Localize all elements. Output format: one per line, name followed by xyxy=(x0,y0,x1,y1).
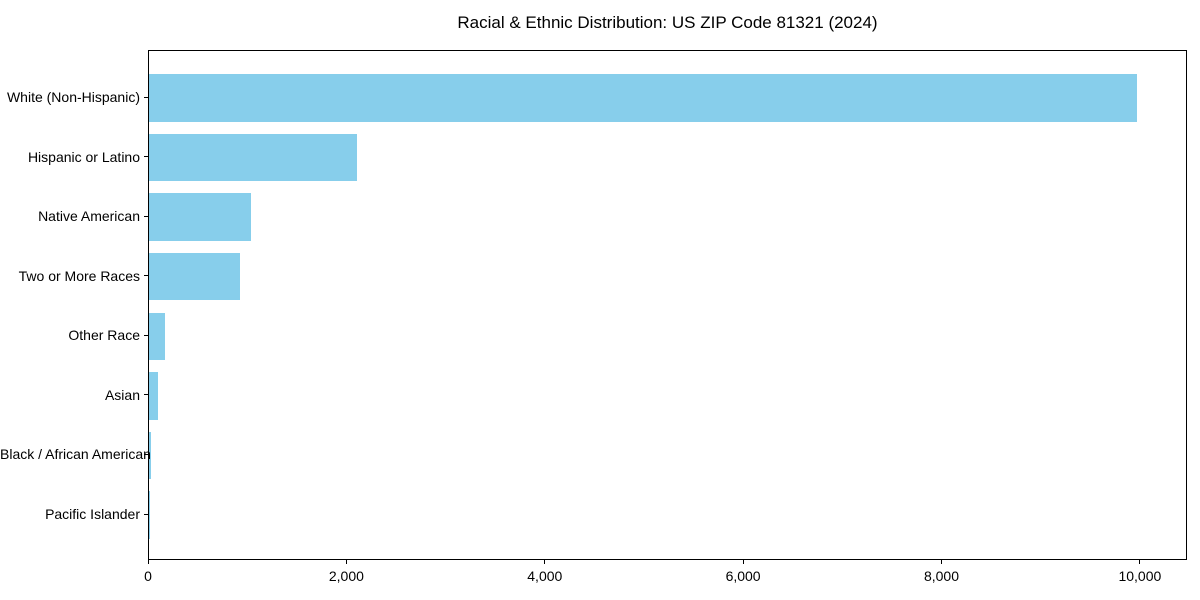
y-tick-mark xyxy=(144,453,148,455)
y-tick-mark xyxy=(144,96,148,98)
x-tick-label: 0 xyxy=(144,568,152,584)
x-tick-mark xyxy=(742,560,744,564)
y-tick-label: Other Race xyxy=(68,327,140,344)
bar xyxy=(149,372,158,420)
y-tick-mark xyxy=(144,334,148,336)
x-tick-label: 2,000 xyxy=(328,568,364,584)
y-tick-mark xyxy=(144,156,148,158)
x-tick-mark xyxy=(1139,560,1141,564)
bar xyxy=(149,74,1137,122)
y-tick-label: Pacific Islander xyxy=(45,506,140,522)
y-tick-label: Native American xyxy=(38,208,140,225)
x-tick-mark xyxy=(941,560,942,564)
bar xyxy=(149,312,165,361)
y-tick-label: Black / African American xyxy=(0,446,151,463)
y-tick-label: Hispanic or Latino xyxy=(27,148,140,165)
y-tick-mark xyxy=(144,513,148,515)
x-tick-mark xyxy=(345,560,347,564)
x-tick-mark xyxy=(147,560,149,564)
x-tick-label: 10,000 xyxy=(1118,568,1162,584)
y-tick-mark xyxy=(144,394,148,396)
chart-title: Racial & Ethnic Distribution: US ZIP Cod… xyxy=(457,13,878,32)
bar xyxy=(149,133,358,182)
plot-area xyxy=(148,50,1187,560)
x-tick-label: 6,000 xyxy=(725,568,761,584)
y-tick-label: Asian xyxy=(104,386,140,403)
bar xyxy=(149,193,252,241)
y-tick-label: Two or More Races xyxy=(18,267,140,284)
x-tick-label: 8,000 xyxy=(923,568,960,584)
bar xyxy=(149,252,240,301)
bar xyxy=(149,431,151,480)
y-tick-mark xyxy=(144,215,148,217)
x-tick-label: 4,000 xyxy=(527,568,563,584)
y-tick-mark xyxy=(144,275,148,277)
x-tick-mark xyxy=(544,560,546,564)
y-tick-label: White (Non-Hispanic) xyxy=(6,89,140,105)
